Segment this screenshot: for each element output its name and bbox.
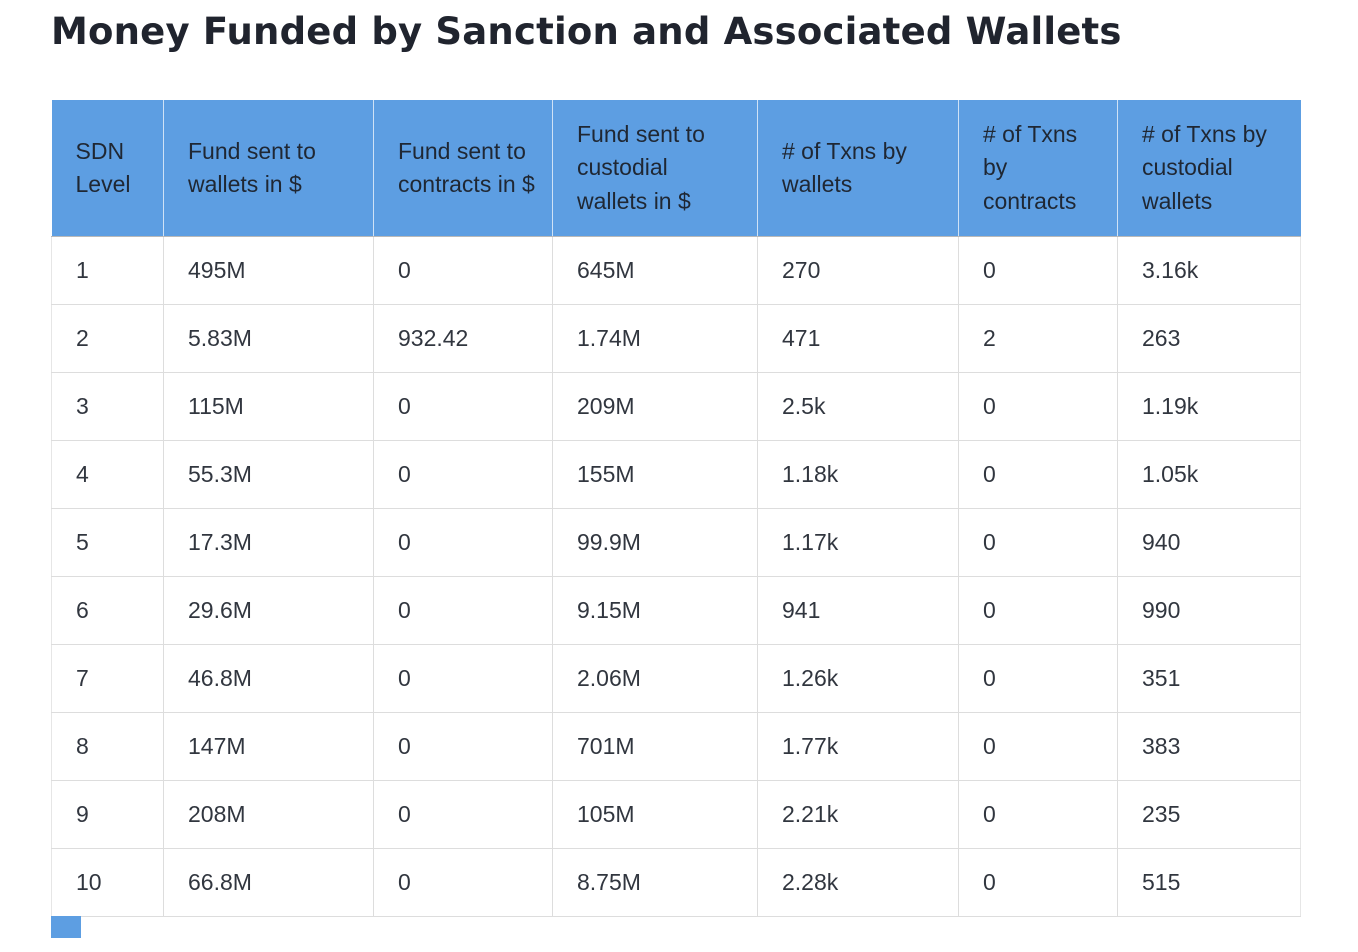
- table-cell: 383: [1117, 712, 1301, 782]
- table-cell: 4: [51, 440, 164, 510]
- table-cell: 55.3M: [163, 440, 374, 510]
- column-header: # of Txns by custodial wallets: [1117, 100, 1301, 238]
- partial-next-header-strip: [51, 916, 81, 938]
- table-cell: 0: [958, 780, 1118, 850]
- table-cell: 351: [1117, 644, 1301, 714]
- table-row: 7 46.8M 0 2.06M 1.26k 0 351: [51, 644, 1301, 714]
- table-cell: 263: [1117, 304, 1301, 374]
- table-cell: 471: [757, 304, 959, 374]
- table-cell: 2.5k: [757, 372, 959, 442]
- column-header: Fund sent to wallets in $: [163, 100, 374, 238]
- table-cell: 701M: [552, 712, 758, 782]
- table-cell: 209M: [552, 372, 758, 442]
- table-cell: 8: [51, 712, 164, 782]
- table-cell: 1.77k: [757, 712, 959, 782]
- table-cell: 1.18k: [757, 440, 959, 510]
- table-cell: 1.05k: [1117, 440, 1301, 510]
- table-cell: 7: [51, 644, 164, 714]
- table-cell: 515: [1117, 848, 1301, 918]
- table-cell: 0: [373, 848, 553, 918]
- table-cell: 9.15M: [552, 576, 758, 646]
- table-cell: 0: [373, 576, 553, 646]
- table-header: SDN Level Fund sent to wallets in $ Fund s…: [51, 100, 1301, 238]
- table-cell: 29.6M: [163, 576, 374, 646]
- table-cell: 115M: [163, 372, 374, 442]
- table-cell: 3: [51, 372, 164, 442]
- table-cell: 10: [51, 848, 164, 918]
- table-cell: 495M: [163, 236, 374, 306]
- table-cell: 0: [958, 848, 1118, 918]
- column-header: Fund sent to custodial wallets in $: [552, 100, 758, 238]
- table-cell: 105M: [552, 780, 758, 850]
- table-cell: 66.8M: [163, 848, 374, 918]
- table-row: 6 29.6M 0 9.15M 941 0 990: [51, 576, 1301, 646]
- table-row: 9 208M 0 105M 2.21k 0 235: [51, 780, 1301, 850]
- table-cell: 2.28k: [757, 848, 959, 918]
- table-cell: 0: [373, 236, 553, 306]
- table-cell: 1.17k: [757, 508, 959, 578]
- table-cell: 940: [1117, 508, 1301, 578]
- table-cell: 0: [373, 372, 553, 442]
- table-cell: 0: [373, 440, 553, 510]
- table-cell: 1.19k: [1117, 372, 1301, 442]
- table-cell: 932.42: [373, 304, 553, 374]
- table-cell: 17.3M: [163, 508, 374, 578]
- table-row: 8 147M 0 701M 1.77k 0 383: [51, 712, 1301, 782]
- table-row: 3 115M 0 209M 2.5k 0 1.19k: [51, 372, 1301, 442]
- table-cell: 0: [958, 372, 1118, 442]
- table-row: 4 55.3M 0 155M 1.18k 0 1.05k: [51, 440, 1301, 510]
- table-row: 10 66.8M 0 8.75M 2.28k 0 515: [51, 848, 1301, 918]
- table-cell: 270: [757, 236, 959, 306]
- table-cell: 3.16k: [1117, 236, 1301, 306]
- table-cell: 0: [373, 644, 553, 714]
- page-title: Money Funded by Sanction and Associated …: [51, 10, 1122, 53]
- table-cell: 8.75M: [552, 848, 758, 918]
- table-cell: 0: [958, 440, 1118, 510]
- table-cell: 941: [757, 576, 959, 646]
- table-cell: 2: [958, 304, 1118, 374]
- table-cell: 99.9M: [552, 508, 758, 578]
- table-cell: 645M: [552, 236, 758, 306]
- table-cell: 235: [1117, 780, 1301, 850]
- table-cell: 0: [373, 508, 553, 578]
- column-header: # of Txns by wallets: [757, 100, 959, 238]
- table-cell: 1.26k: [757, 644, 959, 714]
- table-cell: 1: [51, 236, 164, 306]
- table-cell: 1.74M: [552, 304, 758, 374]
- table-cell: 5: [51, 508, 164, 578]
- column-header: Fund sent to contracts in $: [373, 100, 553, 238]
- table-cell: 2: [51, 304, 164, 374]
- data-table: SDN Level Fund sent to wallets in $ Fund s…: [51, 100, 1301, 918]
- table-cell: 6: [51, 576, 164, 646]
- table-cell: 155M: [552, 440, 758, 510]
- table-row: 2 5.83M 932.42 1.74M 471 2 263: [51, 304, 1301, 374]
- table-cell: 147M: [163, 712, 374, 782]
- table-cell: 0: [958, 644, 1118, 714]
- table-row: 1 495M 0 645M 270 0 3.16k: [51, 236, 1301, 306]
- table-cell: 0: [958, 508, 1118, 578]
- table-body: 1 495M 0 645M 270 0 3.16k 2 5.83M 932.42 1.74M 471 2…: [51, 236, 1301, 918]
- table-cell: 5.83M: [163, 304, 374, 374]
- table-cell: 990: [1117, 576, 1301, 646]
- table-cell: 208M: [163, 780, 374, 850]
- column-header: SDN Level: [51, 100, 164, 238]
- table-header-row: SDN Level Fund sent to wallets in $ Fund s…: [51, 100, 1301, 238]
- table-cell: 46.8M: [163, 644, 374, 714]
- table-row: 5 17.3M 0 99.9M 1.17k 0 940: [51, 508, 1301, 578]
- table-cell: 2.21k: [757, 780, 959, 850]
- table-cell: 0: [373, 712, 553, 782]
- table-cell: 9: [51, 780, 164, 850]
- table-cell: 2.06M: [552, 644, 758, 714]
- column-header: # of Txns by contracts: [958, 100, 1118, 238]
- table-cell: 0: [958, 236, 1118, 306]
- table-cell: 0: [373, 780, 553, 850]
- table-cell: 0: [958, 712, 1118, 782]
- table-cell: 0: [958, 576, 1118, 646]
